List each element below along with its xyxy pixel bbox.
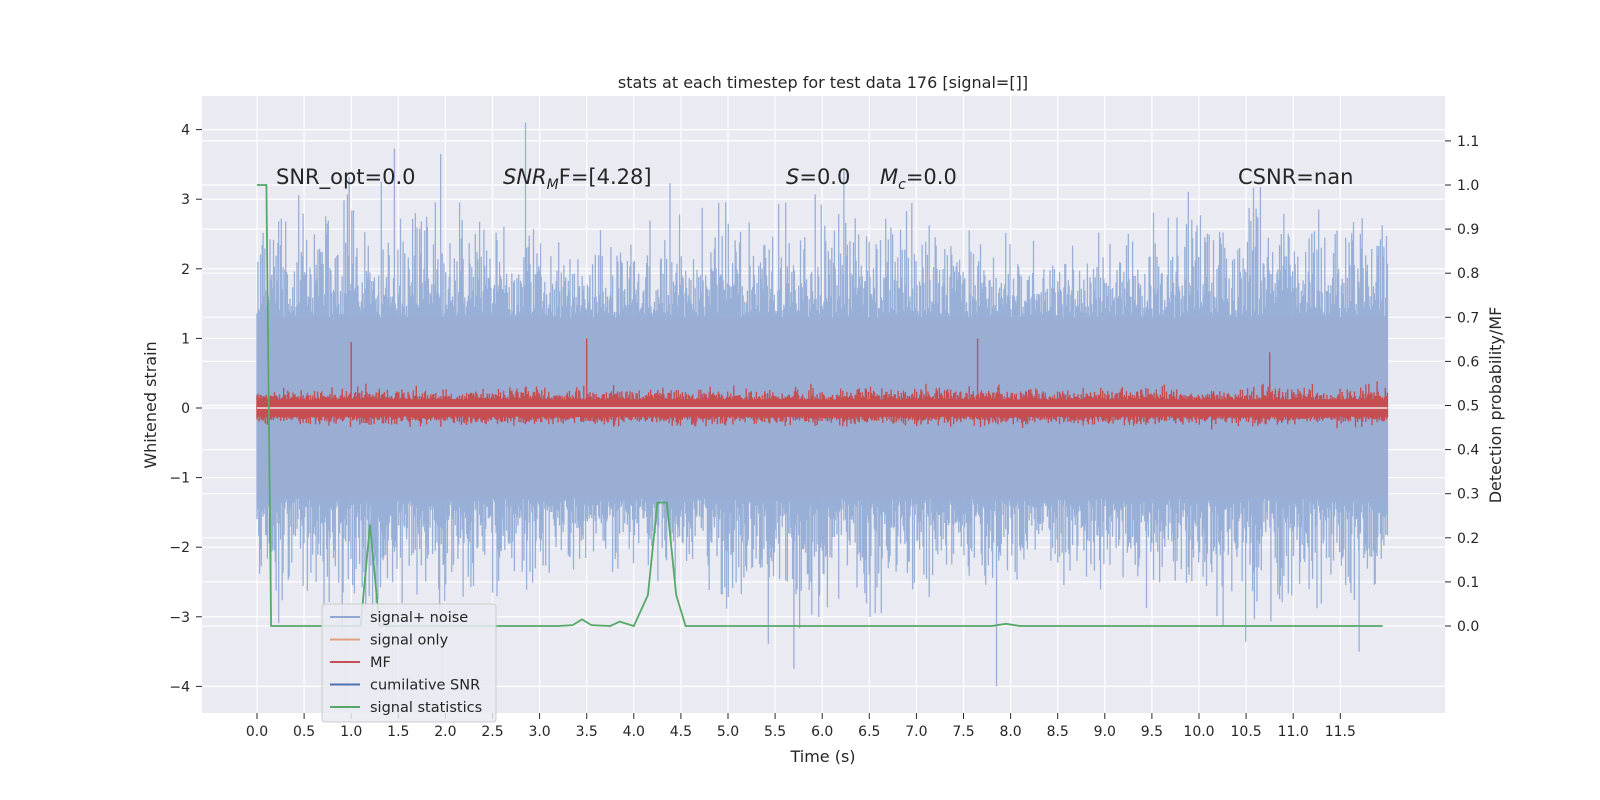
legend-label: cumilative SNR (370, 678, 480, 694)
y2-tick-label: 0.7 (1457, 310, 1479, 326)
y-tick-label: 0 (181, 401, 190, 417)
y2-axis-ticks: 0.0 0.1 0.2 0.3 0.4 0.5 0.6 0.7 0.8 0.9 1.0 1.1 (1445, 134, 1479, 635)
x-tick-label: 10.0 (1183, 724, 1214, 740)
legend-label: signal only (370, 633, 449, 649)
y2-tick-label: 0.3 (1457, 487, 1479, 503)
x-tick-label: 5.0 (717, 724, 739, 740)
y2-tick-label: 0.9 (1457, 222, 1479, 238)
legend-label: signal statistics (370, 700, 482, 716)
x-tick-label: 2.5 (481, 724, 503, 740)
x-tick-label: 10.5 (1231, 724, 1262, 740)
x-axis-ticks: 0.0 0.5 1.0 1.5 2.0 2.5 3.0 3.5 4.0 4.5 5.0 5.5 6.0 6… (246, 713, 1356, 740)
x-tick-label: 6.5 (858, 724, 880, 740)
legend-label: MF (370, 655, 391, 671)
x-tick-label: 2.0 (434, 724, 456, 740)
annotation-s: S=0.0 (786, 165, 850, 189)
x-tick-label: 9.5 (1141, 724, 1163, 740)
x-tick-label: 1.0 (340, 724, 362, 740)
y-tick-label: −1 (169, 471, 190, 487)
annotation-csnr: CSNR=nan (1238, 165, 1353, 189)
y-tick-label: −4 (169, 679, 190, 695)
x-tick-label: 0.5 (293, 724, 315, 740)
x-tick-label: 7.5 (952, 724, 974, 740)
x-tick-label: 9.0 (1094, 724, 1116, 740)
legend-label: signal+ noise (370, 610, 468, 626)
x-tick-label: 5.5 (764, 724, 786, 740)
legend-box (321, 603, 497, 723)
x-axis-title: Time (s) (789, 747, 855, 766)
y2-axis-title: Detection probability/MF (1486, 307, 1505, 504)
x-tick-label: 4.5 (670, 724, 692, 740)
series-mf (256, 338, 1389, 430)
y2-tick-label: 0.8 (1457, 266, 1479, 282)
y2-tick-label: 1.1 (1457, 134, 1479, 150)
x-tick-label: 1.5 (387, 724, 409, 740)
x-tick-label: 4.0 (623, 724, 645, 740)
x-tick-label: 3.5 (576, 724, 598, 740)
y2-tick-label: 0.5 (1457, 399, 1479, 415)
x-tick-label: 0.0 (246, 724, 268, 740)
y-axis-ticks: −4 −3 −2 −1 0 1 2 3 4 (169, 123, 202, 695)
y-tick-label: 4 (181, 123, 190, 139)
y2-tick-label: 0.4 (1457, 443, 1479, 459)
x-tick-label: 11.0 (1278, 724, 1309, 740)
y2-tick-label: 0.2 (1457, 531, 1479, 547)
y2-tick-label: 1.0 (1457, 178, 1479, 194)
y-tick-label: 3 (181, 192, 190, 208)
x-tick-label: 6.0 (811, 724, 833, 740)
chart-title: stats at each timestep for test data 176… (618, 73, 1028, 92)
y2-tick-label: 0.6 (1457, 354, 1479, 370)
x-tick-label: 7.0 (905, 724, 927, 740)
y-axis-title: Whitened strain (141, 341, 160, 468)
x-tick-label: 3.0 (528, 724, 550, 740)
annotation-snr-opt: SNR_opt=0.0 (276, 165, 416, 190)
y2-tick-label: 0.1 (1457, 575, 1479, 591)
annotation-mc: Mc=0.0 (880, 165, 957, 193)
x-tick-label: 8.0 (999, 724, 1021, 740)
y-tick-label: 2 (181, 262, 190, 278)
x-tick-label: 11.5 (1325, 724, 1356, 740)
y-tick-label: 1 (181, 331, 190, 347)
legend: signal+ noise signal only MF cumilative SNR… (321, 603, 497, 723)
y-tick-label: −2 (169, 540, 190, 556)
annotation-snr-mf: SNRMF=[4.28] (503, 165, 652, 193)
x-tick-label: 8.5 (1047, 724, 1069, 740)
y-tick-label: −3 (169, 610, 190, 626)
y2-tick-label: 0.0 (1457, 619, 1479, 635)
